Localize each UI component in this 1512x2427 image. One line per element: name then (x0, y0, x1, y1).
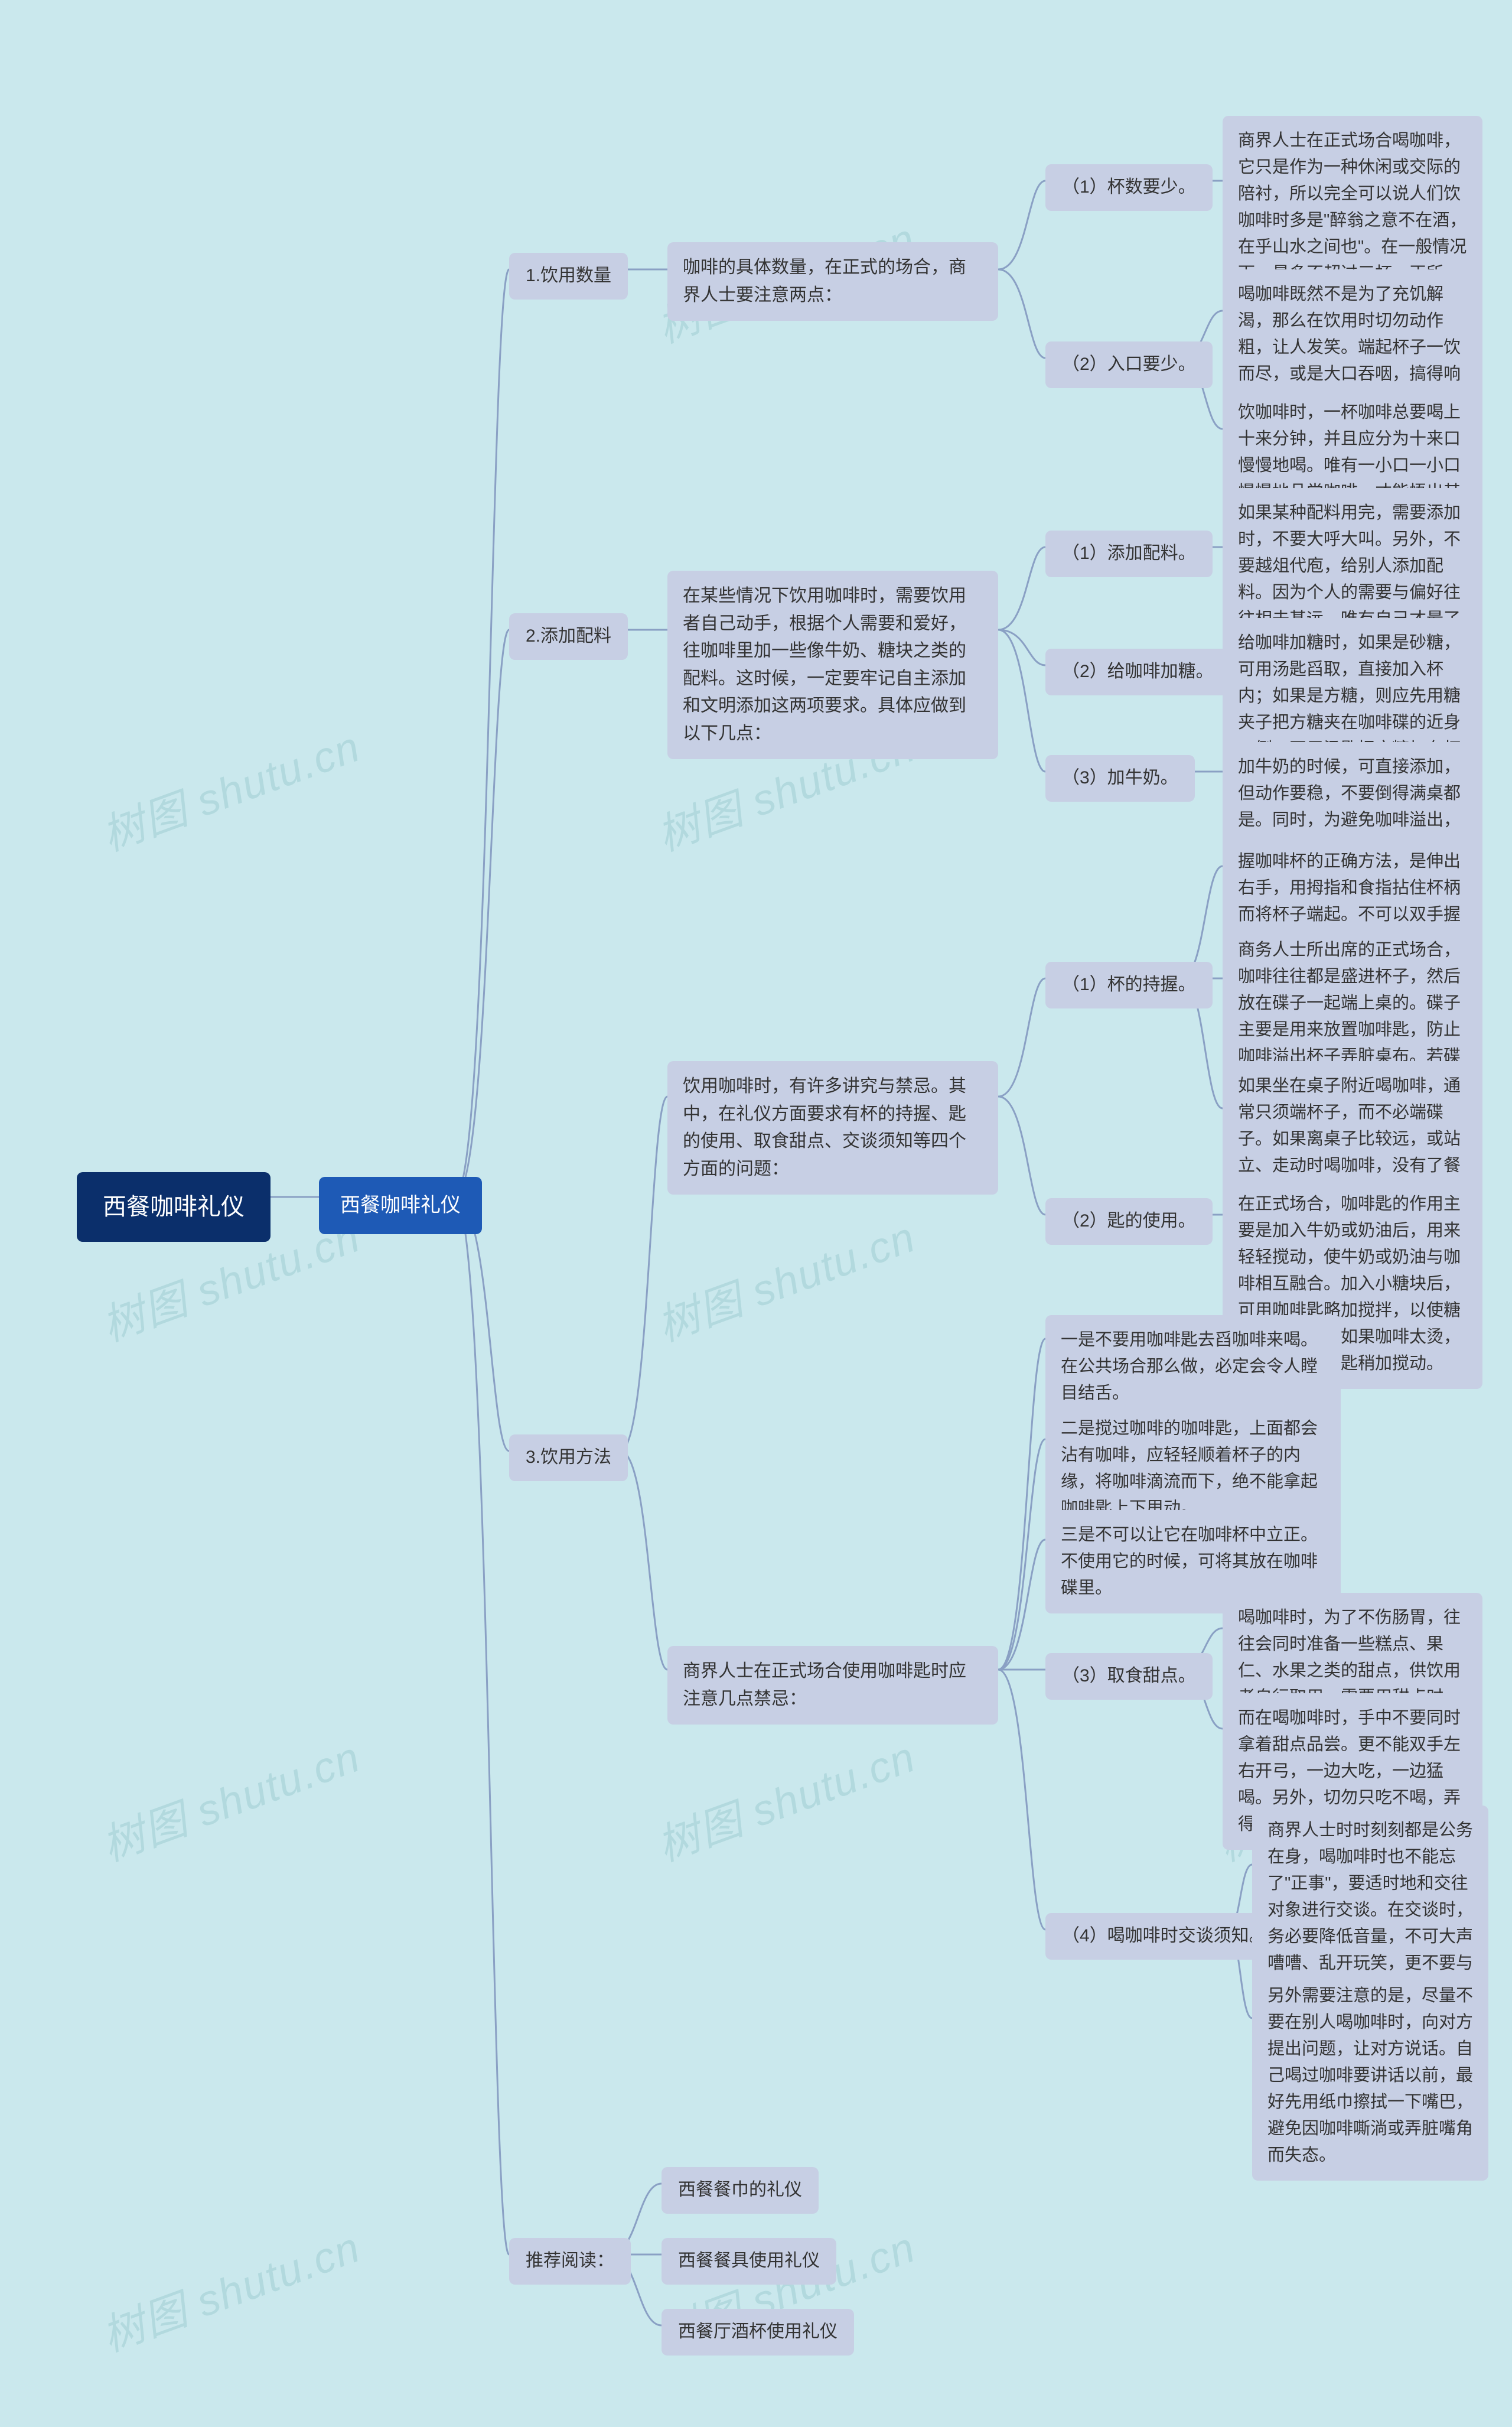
s3-b1: 一是不要用咖啡匙去舀咖啡来喝。在公共场合那么做，必定会令人瞠目结舌。 (1045, 1315, 1341, 1419)
s2-c3[interactable]: （3）加牛奶。 (1045, 755, 1195, 802)
section-2[interactable]: 2.添加配料 (509, 613, 628, 660)
s1-c2[interactable]: （2）入口要少。 (1045, 341, 1213, 388)
s3-c2[interactable]: （2）匙的使用。 (1045, 1198, 1213, 1245)
s1-main: 咖啡的具体数量，在正式的场合，商界人士要注意两点： (667, 242, 998, 321)
watermark: 树图 shutu.cn (92, 1722, 367, 1873)
root-node[interactable]: 西餐咖啡礼仪 (77, 1172, 271, 1242)
s2-main: 在某些情况下饮用咖啡时，需要饮用者自己动手，根据个人需要和爱好，往咖啡里加一些像… (667, 571, 998, 759)
s3-main-b: 商界人士在正式场合使用咖啡匙时应注意几点禁忌： (667, 1646, 998, 1725)
s4-r2[interactable]: 西餐餐具使用礼仪 (662, 2238, 836, 2285)
s4-r3[interactable]: 西餐厅酒杯使用礼仪 (662, 2309, 854, 2356)
watermark: 树图 shutu.cn (92, 712, 367, 863)
section-1[interactable]: 1.饮用数量 (509, 253, 628, 300)
s3-c4-leaf-b: 另外需要注意的是，尽量不要在别人喝咖啡时，向对方提出问题，让对方说话。自己喝过咖… (1252, 1971, 1488, 2181)
watermark: 树图 shutu.cn (647, 1202, 923, 1353)
watermark: 树图 shutu.cn (647, 1722, 923, 1873)
s3-c4[interactable]: （4）喝咖啡时交谈须知。 (1045, 1913, 1283, 1960)
s3-c3[interactable]: （3）取食甜点。 (1045, 1653, 1213, 1700)
sub-node[interactable]: 西餐咖啡礼仪 (319, 1177, 482, 1234)
s1-c1[interactable]: （1）杯数要少。 (1045, 164, 1213, 211)
s3-main-a: 饮用咖啡时，有许多讲究与禁忌。其中，在礼仪方面要求有杯的持握、匙的使用、取食甜点… (667, 1061, 998, 1195)
watermark: 树图 shutu.cn (92, 2213, 367, 2363)
s2-c1[interactable]: （1）添加配料。 (1045, 531, 1213, 577)
section-4[interactable]: 推荐阅读： (509, 2238, 631, 2285)
section-3[interactable]: 3.饮用方法 (509, 1434, 628, 1481)
s3-c1[interactable]: （1）杯的持握。 (1045, 962, 1213, 1008)
s4-r1[interactable]: 西餐餐巾的礼仪 (662, 2167, 819, 2214)
s2-c2[interactable]: （2）给咖啡加糖。 (1045, 649, 1230, 695)
